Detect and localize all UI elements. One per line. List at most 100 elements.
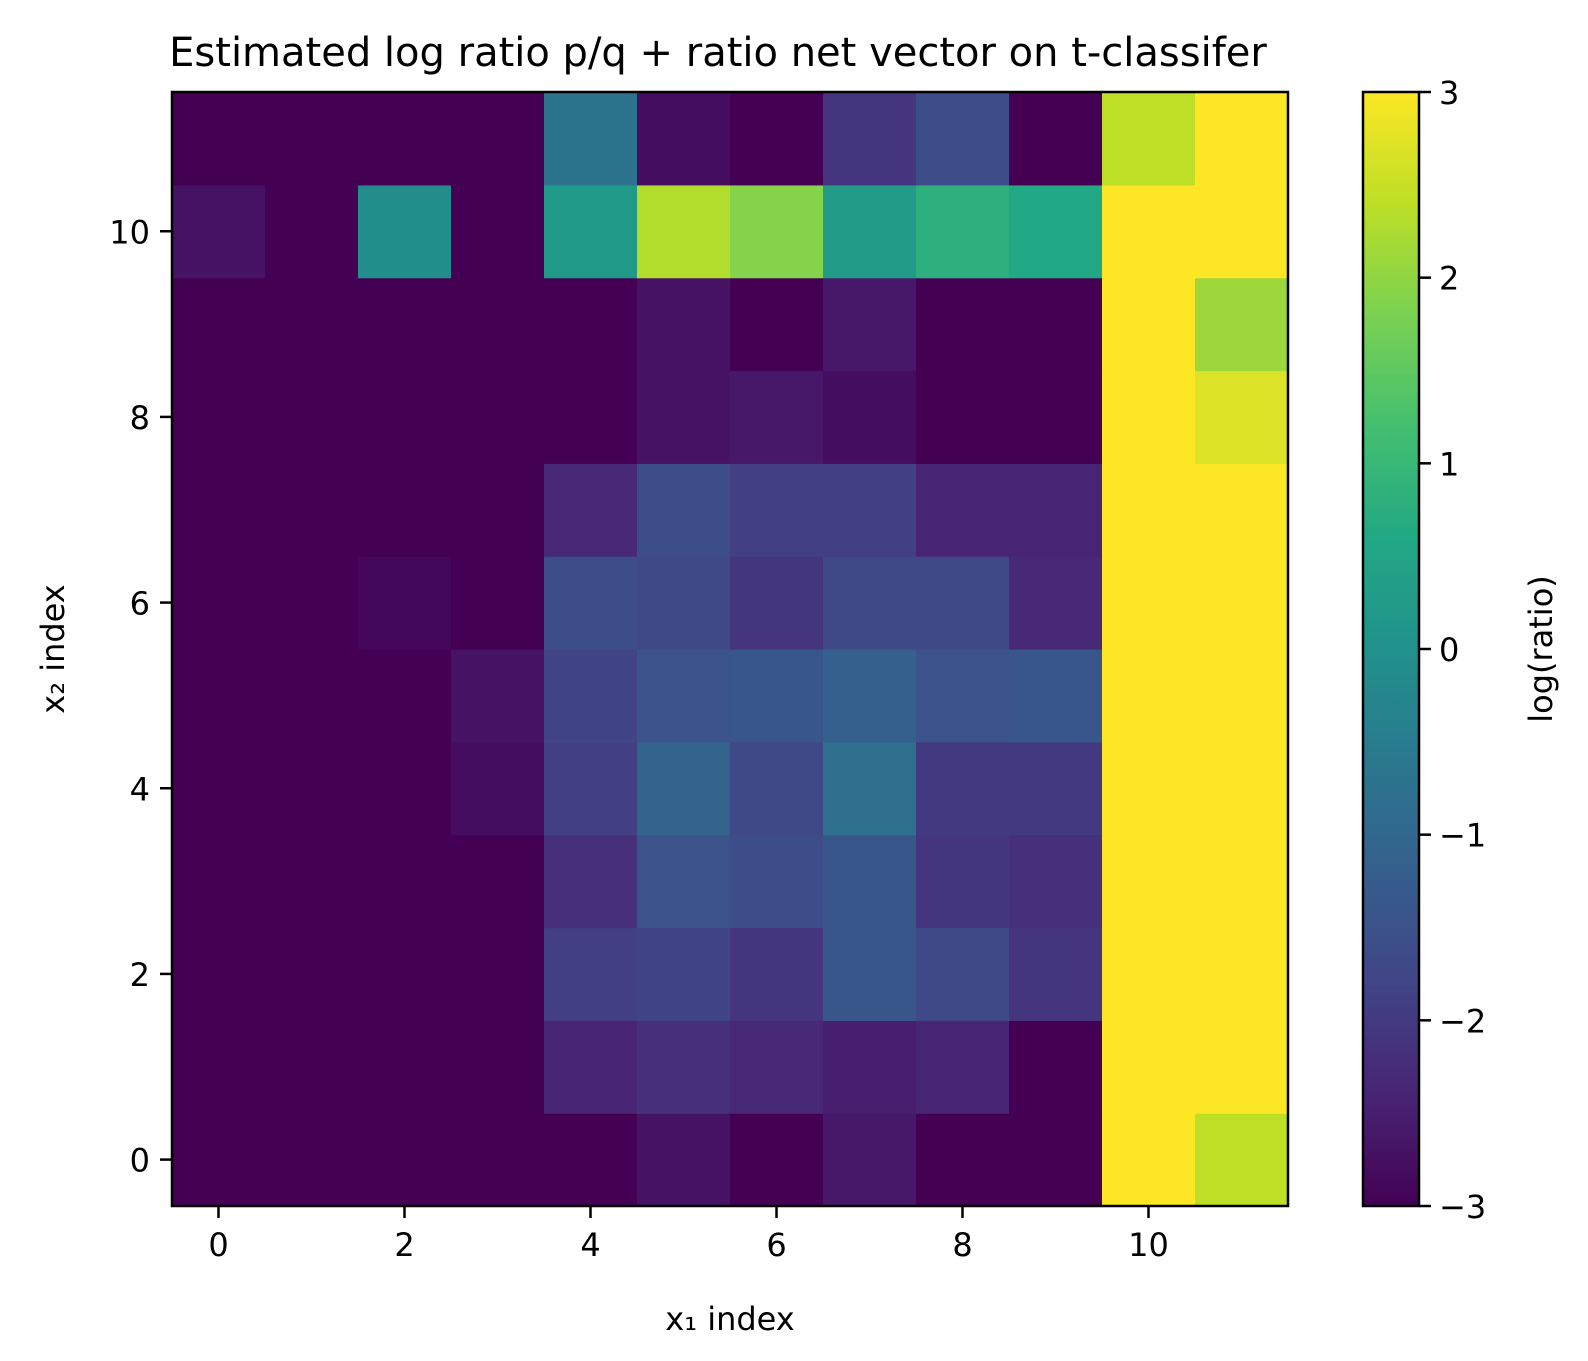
heatmap-cell [823,927,917,1021]
heatmap-cell [916,463,1010,557]
heatmap-cell [451,463,545,557]
heatmap-cell [730,649,824,743]
heatmap-cell [637,556,731,650]
heatmap-cell [916,184,1010,279]
tick-label: 2 [130,956,150,994]
heatmap-cell [916,1113,1010,1207]
heatmap-cell [730,277,824,372]
heatmap-cell [358,184,452,279]
heatmap-cell [916,92,1010,186]
heatmap-cell [544,927,638,1021]
heatmap-cell [916,1020,1010,1114]
tick-label: 10 [109,213,150,251]
heatmap-cell [1195,463,1289,557]
heatmap-cell [544,649,638,743]
heatmap-cell [172,1020,266,1114]
heatmap-cell [265,649,359,743]
heatmap-cells [172,92,1289,1207]
tick-label: −3 [1439,1188,1486,1226]
tick-label: 4 [580,1226,600,1264]
heatmap-cell [1102,184,1196,279]
heatmap-cell [451,649,545,743]
y-axis-ticks: 0 2 4 6 8 10 [109,213,172,1180]
heatmap-cell [172,184,266,279]
heatmap-cell [172,370,266,464]
x-axis-label: x₁ index [665,1300,794,1338]
heatmap-cell [1195,927,1289,1021]
heatmap-cell [358,370,452,464]
heatmap-cell [358,463,452,557]
heatmap-cell [637,463,731,557]
heatmap-cell [1009,1113,1103,1207]
heatmap-cell [823,1113,917,1207]
heatmap-cell [1009,556,1103,650]
heatmap-cell [823,834,917,929]
heatmap-cell [451,184,545,279]
heatmap-cell [451,834,545,929]
heatmap-cell [1195,834,1289,929]
tick-label: −1 [1439,817,1486,855]
heatmap-cell [1195,741,1289,836]
heatmap-cell [916,277,1010,372]
heatmap-cell [823,649,917,743]
heatmap-cell [1102,370,1196,464]
tick-label: 0 [208,1226,228,1264]
heatmap-cell [823,556,917,650]
heatmap-cell [730,741,824,836]
heatmap-cell [265,927,359,1021]
chart-title: Estimated log ratio p/q + ratio net vect… [169,30,1267,76]
heatmap-cell [544,741,638,836]
heatmap-cell [730,834,824,929]
heatmap-cell [1102,1113,1196,1207]
heatmap-cell [265,92,359,186]
heatmap-cell [544,92,638,186]
heatmap-cell [544,370,638,464]
heatmap-cell [1102,92,1196,186]
heatmap-cell [172,741,266,836]
heatmap-cell [730,370,824,464]
heatmap-cell [172,277,266,372]
heatmap-cell [637,370,731,464]
heatmap-cell [1009,649,1103,743]
heatmap-cell [1009,463,1103,557]
heatmap-cell [544,184,638,279]
heatmap-cell [265,1113,359,1207]
heatmap-cell [637,1020,731,1114]
heatmap-cell [172,1113,266,1207]
heatmap-cell [544,1020,638,1114]
heatmap-cell [823,463,917,557]
heatmap-cell [265,741,359,836]
heatmap-cell [1009,741,1103,836]
heatmap-cell [823,277,917,372]
heatmap-cell [1195,649,1289,743]
colorbar [1361,90,1421,1208]
heatmap-cell [637,927,731,1021]
heatmap-cell [730,1020,824,1114]
heatmap-cell [265,277,359,372]
heatmap-cell [265,463,359,557]
tick-label: 1 [1439,445,1459,483]
tick-label: 6 [766,1226,786,1264]
colorbar-label: log(ratio) [1522,575,1560,723]
heatmap-cell [1009,277,1103,372]
heatmap-cell [172,834,266,929]
x-axis-ticks: 0 2 4 6 8 10 [208,1206,1169,1264]
heatmap-cell [916,927,1010,1021]
heatmap-cell [1102,741,1196,836]
heatmap-cell [1009,834,1103,929]
tick-label: 10 [1128,1226,1169,1264]
heatmap-cell [823,184,917,279]
heatmap-cell [916,649,1010,743]
heatmap-cell [1009,927,1103,1021]
heatmap-cell [1195,277,1289,372]
heatmap-cell [637,741,731,836]
tick-label: 3 [1439,74,1459,112]
heatmap-cell [172,556,266,650]
heatmap-cell [823,92,917,186]
heatmap-cell [730,1113,824,1207]
heatmap-cell [637,92,731,186]
heatmap-cell [358,1020,452,1114]
heatmap-cell [1102,927,1196,1021]
heatmap-cell [172,649,266,743]
heatmap-cell [730,184,824,279]
